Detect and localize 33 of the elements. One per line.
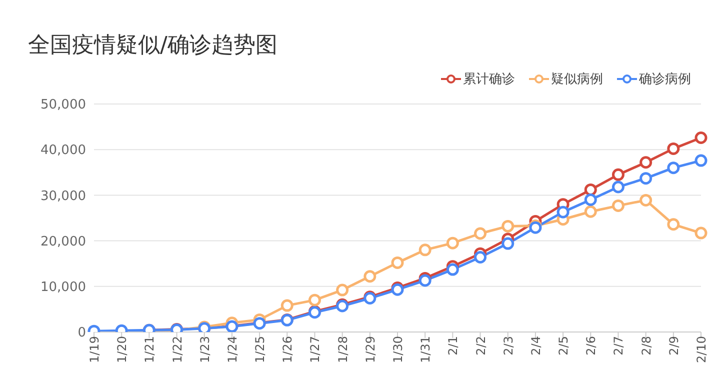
legend-label: 累计确诊	[462, 71, 515, 88]
x-tick-label: 1/24	[225, 336, 240, 363]
x-tick-label: 2/8	[639, 336, 654, 356]
x-tick-label: 1/20	[115, 336, 130, 363]
x-tick-label: 1/23	[198, 336, 212, 363]
x-tick-label: 1/28	[336, 336, 350, 363]
x-tick-label: 1/21	[142, 336, 157, 363]
legend-label: 疑似病例	[550, 71, 603, 88]
x-tick-label: 1/25	[253, 336, 268, 363]
x-tick-label: 1/22	[170, 336, 184, 363]
x-tick-label: 2/9	[666, 336, 681, 356]
x-tick-label: 1/30	[391, 336, 406, 363]
y-tick-label: 50,000	[40, 98, 86, 113]
x-tick-label: 2/10	[694, 336, 709, 363]
x-tick-label: 2/1	[446, 336, 460, 356]
x-tick-label: 2/4	[528, 336, 543, 356]
legend-label: 确诊病例	[638, 71, 691, 88]
x-tick-label: 2/2	[474, 336, 488, 356]
x-tick-label: 1/26	[280, 336, 295, 363]
y-tick-label: 0	[78, 326, 86, 341]
chart-title: 全国疫情疑似/确诊趋势图	[28, 32, 278, 60]
x-tick-label: 1/27	[308, 336, 322, 363]
x-tick-label: 2/7	[612, 336, 626, 356]
y-tick-label: 40,000	[40, 143, 86, 158]
y-tick-label: 30,000	[40, 188, 86, 204]
y-tick-label: 10,000	[40, 280, 86, 296]
x-tick-label: 1/19	[88, 336, 102, 363]
x-tick-label: 2/3	[501, 336, 516, 356]
x-tick-label: 1/31	[418, 336, 433, 363]
x-tick-label: 1/29	[363, 336, 378, 363]
x-tick-label: 2/5	[556, 336, 571, 356]
y-tick-label: 20,000	[40, 234, 86, 250]
x-tick-label: 2/6	[584, 336, 598, 356]
